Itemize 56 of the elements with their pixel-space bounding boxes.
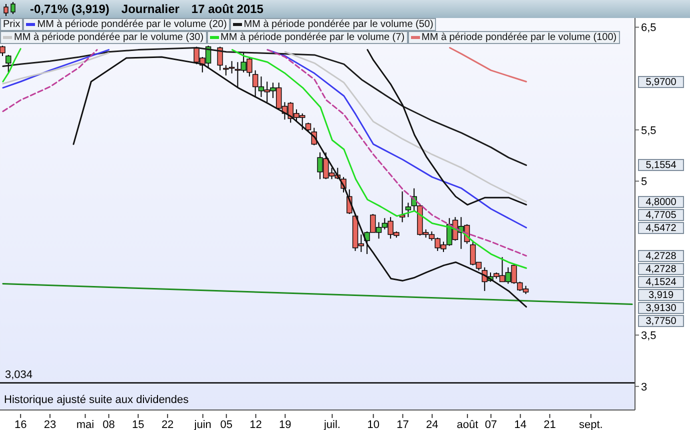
series-label: Prix bbox=[0, 18, 24, 31]
x-tick-label: 22 bbox=[161, 419, 174, 430]
legend-label: MM à période pondérée par le volume (20) bbox=[23, 18, 230, 31]
x-tick-label: 05 bbox=[220, 419, 232, 430]
legend-label: MM à période pondérée par le volume (100) bbox=[408, 31, 620, 44]
ref-line-label: 3,034 bbox=[5, 368, 33, 381]
line-series bbox=[2, 48, 22, 82]
annotation: Historique ajusté suite aux dividendes bbox=[4, 394, 189, 406]
text: 5,9700 bbox=[638, 76, 684, 88]
x-tick-label: 17 bbox=[396, 419, 409, 430]
legend-label: MM à période pondérée par le volume (30) bbox=[0, 31, 207, 44]
x-tick-label: 21 bbox=[544, 419, 556, 430]
x-tick-label: 12 bbox=[250, 419, 262, 430]
x-tick-label: 14 bbox=[514, 419, 526, 430]
text: 3,9130 bbox=[638, 302, 684, 314]
text: 4,1524 bbox=[638, 276, 684, 288]
x-tick-label: août bbox=[456, 419, 478, 430]
text: 4,5472 bbox=[638, 222, 684, 234]
x-tick-label: juil. bbox=[322, 419, 340, 430]
text: 4,2728 bbox=[638, 250, 684, 262]
text: 3,7750 bbox=[638, 314, 684, 327]
candlestick bbox=[217, 46, 223, 71]
legend-label: MM à période pondérée par le volume (50) bbox=[230, 18, 436, 31]
line-series bbox=[72, 56, 527, 308]
x-tick-label: juin bbox=[193, 419, 212, 430]
text: 3,919 bbox=[638, 288, 684, 301]
x-tick-label: 24 bbox=[426, 419, 438, 430]
y-tick-label: 3 bbox=[641, 381, 648, 394]
x-tick-label: 10 bbox=[367, 419, 380, 430]
line-series bbox=[2, 49, 98, 112]
line-series bbox=[231, 49, 527, 269]
y-tick-label: 3,5 bbox=[641, 330, 656, 342]
text: 4,2728 bbox=[638, 262, 684, 275]
text: 5,1554 bbox=[638, 159, 684, 172]
x-tick-label: mai bbox=[76, 419, 94, 430]
legend-label: MM à période pondérée par le volume (7) bbox=[206, 31, 408, 44]
y-tick-label: 6,5 bbox=[641, 22, 656, 34]
candlestick bbox=[6, 54, 12, 73]
text: 17 août 2015 bbox=[191, 2, 264, 16]
candlestick bbox=[0, 45, 6, 56]
x-tick-label: sept. bbox=[578, 419, 603, 430]
y-tick-label: 5,5 bbox=[641, 124, 656, 137]
x-tick-label: 23 bbox=[44, 419, 56, 430]
x-tick-label: 16 bbox=[14, 419, 27, 430]
chart-title: -0,71% (3,919) bbox=[30, 2, 110, 16]
y-tick-label: 5 bbox=[641, 176, 648, 188]
x-tick-label: 19 bbox=[279, 419, 292, 430]
x-tick-label: 08 bbox=[102, 419, 115, 430]
candlestick bbox=[405, 202, 412, 218]
chart-subtitle: Journalier bbox=[121, 2, 180, 16]
x-tick-label: 15 bbox=[132, 419, 144, 430]
text: 4,7705 bbox=[638, 208, 684, 221]
text: 4,8000 bbox=[638, 196, 684, 208]
x-tick-label: 07 bbox=[484, 419, 498, 430]
line-series bbox=[284, 51, 527, 202]
line-series bbox=[449, 47, 527, 82]
